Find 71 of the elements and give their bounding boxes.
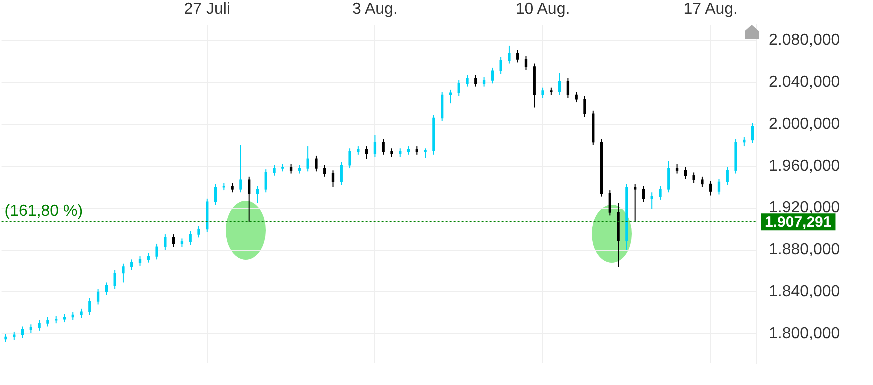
candlestick xyxy=(256,186,260,204)
candlestick xyxy=(340,162,343,186)
candlestick xyxy=(458,80,460,97)
candlestick xyxy=(315,155,318,172)
candlestick xyxy=(692,172,696,184)
candlestick xyxy=(584,96,586,118)
candlestick xyxy=(189,230,192,246)
candlestick xyxy=(474,74,478,88)
candlestick xyxy=(751,122,754,144)
candlestick xyxy=(306,146,310,172)
candlestick xyxy=(668,160,670,194)
candlestick xyxy=(634,184,637,222)
candlestick xyxy=(273,164,276,176)
candlestick xyxy=(482,76,486,88)
candlestick xyxy=(264,169,268,194)
candlestick xyxy=(105,282,108,296)
candlestick xyxy=(424,148,427,159)
x-tick-label: 17 Aug. xyxy=(684,0,738,18)
candlestick xyxy=(542,87,544,99)
candlestick xyxy=(710,180,712,196)
candlestick xyxy=(701,176,704,188)
x-tick-label: 3 Aug. xyxy=(352,0,398,18)
y-tick-label: 2.040,000 xyxy=(769,74,840,92)
y-tick-label: 1.840,000 xyxy=(769,284,840,301)
candlestick xyxy=(96,288,100,306)
candlestick xyxy=(214,184,218,206)
candlestick xyxy=(566,78,570,99)
candlestick xyxy=(441,92,444,122)
candlestick xyxy=(332,170,335,188)
candlestick xyxy=(466,74,469,88)
candlestick xyxy=(642,186,646,203)
candlestick xyxy=(374,134,377,158)
candlestick xyxy=(130,259,134,271)
candlestick xyxy=(46,316,50,328)
candlestick xyxy=(80,308,83,319)
candlestick xyxy=(147,252,150,264)
candlestick xyxy=(172,234,176,248)
candlestick xyxy=(508,45,511,64)
candlestick xyxy=(290,164,293,174)
candlestick xyxy=(231,182,234,194)
candlestick xyxy=(726,166,729,186)
candlestick xyxy=(324,164,326,178)
candlestick xyxy=(38,320,41,332)
candlestick xyxy=(558,72,562,96)
candlestick xyxy=(500,56,502,75)
y-tick-label: 1.800,000 xyxy=(769,325,840,342)
candlestick xyxy=(164,234,167,251)
annotation: (161,80 %) xyxy=(4,203,84,220)
candlestick xyxy=(156,243,158,260)
candlestick xyxy=(240,144,242,194)
candlestick xyxy=(21,326,24,339)
candlestick xyxy=(608,190,612,216)
candlestick xyxy=(718,178,721,196)
y-tick-label: 2.080,000 xyxy=(769,32,840,50)
candlestick xyxy=(491,67,494,84)
y-tick-label: 1.960,000 xyxy=(769,158,840,175)
candlestick xyxy=(524,56,528,71)
candlestick xyxy=(516,50,520,64)
candlestick xyxy=(382,138,385,156)
y-tick-label: 1.880,000 xyxy=(769,242,840,259)
candlestick xyxy=(198,226,200,238)
candlestick xyxy=(248,176,251,222)
candlestick xyxy=(122,263,125,284)
candlestick xyxy=(676,164,679,174)
candlestick xyxy=(348,148,352,170)
candlestick xyxy=(88,298,92,316)
candlestick xyxy=(114,270,116,290)
y-tick-label: 2.000,000 xyxy=(769,116,840,133)
x-tick-label: 10 Aug. xyxy=(516,0,570,18)
x-tick-label: 27 Juli xyxy=(184,0,231,18)
candlestick xyxy=(659,186,662,200)
